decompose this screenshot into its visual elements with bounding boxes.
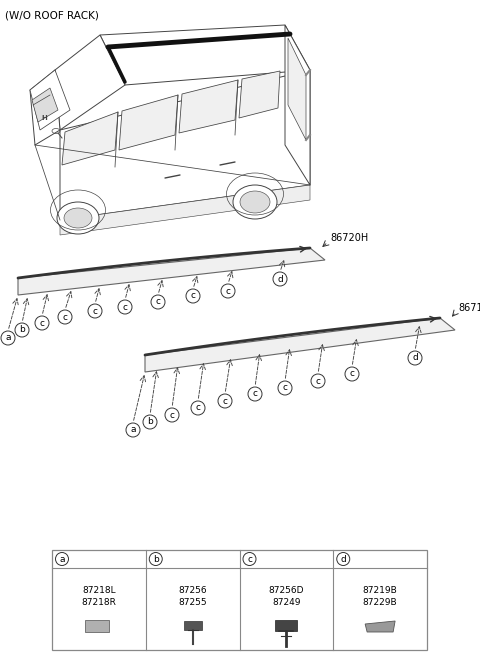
Text: c: c bbox=[283, 384, 288, 392]
Bar bbox=[52, 550, 427, 650]
Text: a: a bbox=[130, 426, 136, 434]
Text: c: c bbox=[169, 411, 175, 420]
Polygon shape bbox=[179, 80, 238, 133]
Polygon shape bbox=[100, 25, 310, 85]
Text: c: c bbox=[191, 292, 195, 300]
Text: c: c bbox=[122, 302, 128, 311]
Polygon shape bbox=[60, 70, 310, 220]
Text: c: c bbox=[93, 307, 97, 315]
Text: 86710H: 86710H bbox=[458, 303, 480, 313]
Text: d: d bbox=[340, 555, 346, 564]
Text: a: a bbox=[59, 555, 65, 564]
Bar bbox=[184, 621, 202, 630]
Text: c: c bbox=[247, 555, 252, 564]
Polygon shape bbox=[239, 71, 280, 118]
Text: b: b bbox=[147, 417, 153, 426]
Ellipse shape bbox=[233, 185, 277, 219]
Text: b: b bbox=[153, 555, 158, 564]
Text: 87218L
87218R: 87218L 87218R bbox=[82, 586, 116, 607]
Text: H: H bbox=[41, 115, 47, 121]
Text: c: c bbox=[315, 376, 321, 386]
Polygon shape bbox=[285, 25, 310, 185]
Text: 87219B
87229B: 87219B 87229B bbox=[363, 586, 397, 607]
Text: a: a bbox=[5, 334, 11, 342]
Polygon shape bbox=[30, 70, 60, 145]
Text: 86720H: 86720H bbox=[330, 233, 368, 243]
Text: b: b bbox=[19, 325, 25, 334]
Polygon shape bbox=[288, 38, 306, 140]
Polygon shape bbox=[60, 185, 310, 235]
Polygon shape bbox=[32, 88, 58, 122]
Bar bbox=[276, 620, 298, 631]
Ellipse shape bbox=[57, 202, 99, 234]
Text: 87256D
87249: 87256D 87249 bbox=[269, 586, 304, 607]
Polygon shape bbox=[119, 95, 178, 150]
Ellipse shape bbox=[64, 208, 92, 228]
Text: c: c bbox=[39, 319, 45, 327]
Polygon shape bbox=[145, 318, 455, 372]
Text: d: d bbox=[277, 275, 283, 284]
Polygon shape bbox=[55, 35, 125, 130]
Polygon shape bbox=[365, 621, 395, 632]
FancyBboxPatch shape bbox=[85, 620, 109, 632]
Polygon shape bbox=[30, 70, 70, 130]
Ellipse shape bbox=[240, 191, 270, 213]
Text: c: c bbox=[252, 390, 257, 399]
Polygon shape bbox=[18, 248, 325, 295]
Text: (W/O ROOF RACK): (W/O ROOF RACK) bbox=[5, 10, 99, 20]
Text: c: c bbox=[226, 286, 230, 296]
Text: d: d bbox=[412, 353, 418, 363]
Text: c: c bbox=[223, 397, 228, 405]
Text: c: c bbox=[156, 298, 160, 307]
Text: c: c bbox=[62, 313, 68, 321]
Text: c: c bbox=[349, 369, 355, 378]
Text: c: c bbox=[195, 403, 201, 413]
Polygon shape bbox=[62, 112, 118, 165]
Text: 87256
87255: 87256 87255 bbox=[178, 586, 207, 607]
